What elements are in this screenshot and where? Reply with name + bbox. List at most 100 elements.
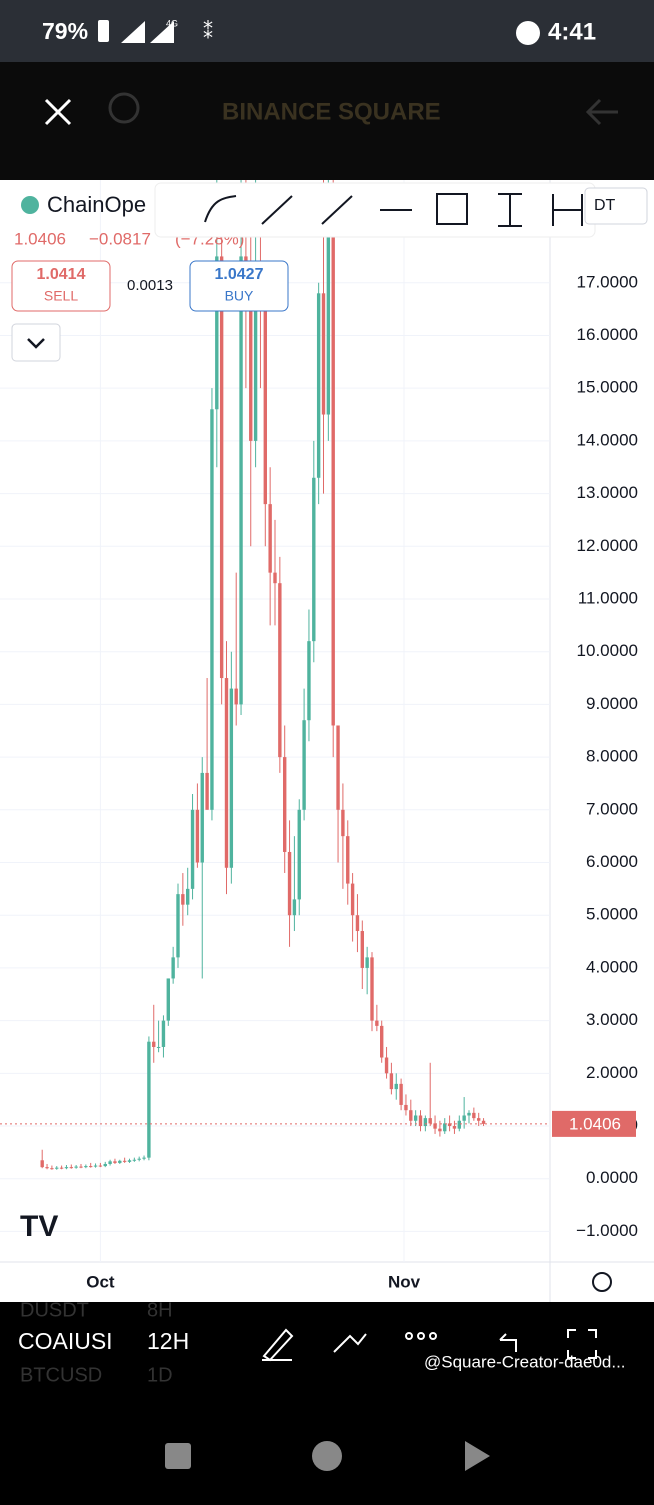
candle-body <box>307 641 311 721</box>
candle-body <box>467 1112 471 1116</box>
candle-body <box>181 894 185 905</box>
candle-body <box>409 1110 413 1121</box>
candle-body <box>103 1163 107 1167</box>
home-button[interactable] <box>312 1441 342 1471</box>
candle-body <box>253 282 258 441</box>
tv-logo: TV <box>20 1210 58 1243</box>
candle-body <box>346 836 350 884</box>
candle-body <box>55 1167 59 1169</box>
candle-body <box>404 1104 408 1111</box>
candle-body <box>156 1046 161 1048</box>
y-tick-label: 5.0000 <box>586 905 638 924</box>
symbol-change: −0.0817 <box>89 229 151 248</box>
symbol-name: ChainOpe <box>47 192 146 217</box>
candle-body <box>234 688 238 705</box>
battery: 79% <box>42 18 88 44</box>
candle-body <box>88 1166 93 1168</box>
x-tick-label: Nov <box>388 1272 421 1291</box>
recents-button[interactable] <box>165 1443 191 1469</box>
candle-body <box>84 1166 88 1168</box>
candle-body <box>273 572 277 584</box>
buy-button[interactable] <box>189 260 289 312</box>
settings-icon[interactable] <box>592 1272 612 1292</box>
candle-body <box>268 504 272 573</box>
candle-body <box>355 915 360 932</box>
close-button[interactable] <box>44 98 72 126</box>
candle-body <box>224 678 229 868</box>
drawing-tools[interactable] <box>204 193 583 227</box>
candle-body <box>462 1115 466 1121</box>
candle-body <box>418 1115 423 1127</box>
candle-body <box>74 1166 78 1168</box>
candle-body <box>122 1160 127 1162</box>
candle-body <box>239 256 243 705</box>
collapse-button[interactable] <box>11 323 61 362</box>
candle-body <box>249 309 253 441</box>
candle-body <box>447 1123 452 1127</box>
y-tick-label: 17.0000 <box>577 272 638 291</box>
candle-body <box>394 1083 398 1090</box>
symbol-price: 1.0406 <box>14 229 66 248</box>
candle-body <box>283 757 287 852</box>
y-tick-label: 6.0000 <box>586 852 638 871</box>
candle-body <box>69 1167 73 1169</box>
interval[interactable]: 12H <box>147 1328 189 1354</box>
candle-body <box>481 1120 486 1124</box>
candle-body <box>219 256 224 679</box>
candle-body <box>132 1159 137 1161</box>
candle-body <box>350 883 355 916</box>
candle-body <box>321 293 326 415</box>
y-tick-label: 16.0000 <box>577 325 638 344</box>
candle-body <box>302 720 306 810</box>
candle-body <box>297 809 301 900</box>
interval-above: 8H <box>147 1299 173 1321</box>
candle-body <box>399 1083 403 1105</box>
candle-body <box>452 1126 457 1129</box>
symbol-box[interactable] <box>584 187 648 225</box>
candle-body <box>118 1160 122 1163</box>
y-tick-label: 3.0000 <box>586 1010 638 1029</box>
candle-body <box>50 1168 54 1170</box>
candle-body <box>278 583 282 758</box>
candle-body <box>443 1123 447 1132</box>
candle-body <box>457 1120 462 1129</box>
candle-body <box>186 888 190 905</box>
candle-body <box>108 1161 112 1164</box>
candle-body <box>205 772 209 810</box>
candle-body <box>195 809 200 863</box>
candle-body <box>79 1166 83 1168</box>
candle-body <box>93 1165 98 1167</box>
y-tick-label: 7.0000 <box>586 799 638 818</box>
signal-icons <box>121 21 174 43</box>
candle-body <box>341 809 345 837</box>
y-tick-label: 13.0000 <box>577 483 638 502</box>
candle-body <box>365 957 369 968</box>
candle-body <box>127 1160 132 1162</box>
candle-body <box>215 256 219 410</box>
y-tick-label: 4.0000 <box>586 957 638 976</box>
pair-suffix: DT <box>594 197 616 214</box>
candle-body <box>360 931 364 968</box>
header <box>0 62 654 180</box>
candle-body <box>171 957 175 979</box>
candle-body <box>59 1167 64 1169</box>
clock: 4:41 <box>548 18 596 45</box>
candle-body <box>433 1123 437 1129</box>
candle-body <box>477 1118 481 1121</box>
symbol[interactable]: COAIUSI <box>18 1328 113 1354</box>
chevron <box>27 338 45 349</box>
sell-button[interactable] <box>11 260 111 312</box>
y-tick-label: 14.0000 <box>577 430 638 449</box>
y-tick-label: 2.0000 <box>586 1063 638 1082</box>
bottom-icons[interactable] <box>262 1328 597 1362</box>
candle-body <box>428 1118 432 1124</box>
back-button[interactable] <box>465 1441 490 1471</box>
candle-body <box>336 725 340 810</box>
last-price-tag <box>552 1110 636 1137</box>
bottom-bar <box>0 1302 654 1412</box>
candle-body <box>161 1020 166 1047</box>
candle-body <box>40 1160 44 1168</box>
candle-body <box>98 1165 103 1167</box>
